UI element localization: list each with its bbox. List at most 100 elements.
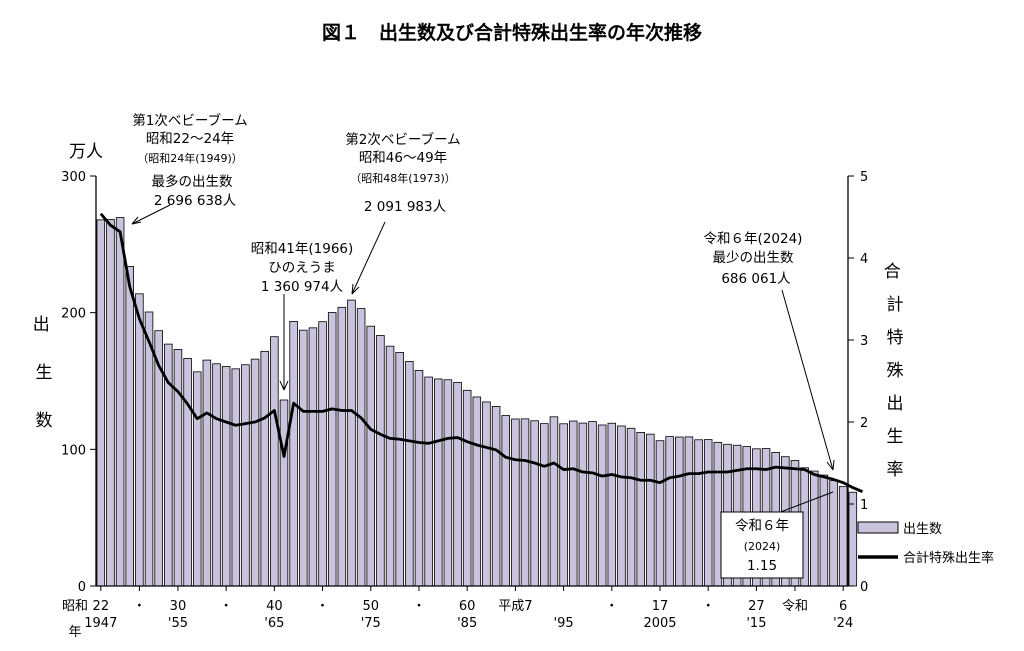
chart-title: 図１ 出生数及び合計特殊出生率の年次推移	[322, 21, 702, 44]
bar-1975	[366, 325, 376, 587]
boom2-line4: 2 091 983人	[364, 199, 447, 215]
bar-2022	[819, 474, 829, 587]
r6birth-arrowhead	[826, 459, 835, 471]
x-tick-label-top: 40	[266, 599, 283, 614]
bar-1968	[299, 329, 308, 587]
bar-1956	[183, 358, 192, 587]
bar-2003	[636, 431, 645, 587]
r6tfr-line1: 令和６年	[735, 518, 789, 534]
bar-2000	[607, 422, 617, 587]
x-tick-label-top: ・	[220, 599, 233, 614]
boom2-line3: （昭和48年(1973)）	[350, 171, 456, 185]
bar-2002	[626, 427, 636, 587]
legend-label-births: 出生数	[903, 522, 942, 537]
hinoe-line3: 1 360 974人	[261, 279, 344, 295]
bar-1991	[520, 418, 530, 587]
bar-1951	[135, 293, 144, 587]
bar-1992	[530, 420, 539, 587]
bar-1984	[453, 381, 462, 587]
annotation-r6birth: 令和６年(2024) 最少の出生数 686 061人	[704, 231, 803, 287]
boom1-arrow	[131, 204, 171, 225]
bar-1969	[308, 327, 318, 587]
left-tick-label: 0	[78, 580, 86, 595]
bar-1985	[462, 389, 472, 587]
x-tick-label-top: 平成7	[498, 599, 532, 614]
r6tfr-box	[720, 511, 804, 579]
bar-2009	[694, 439, 703, 587]
bar-1960	[221, 366, 231, 587]
x-tick-label-top: 6	[839, 599, 847, 614]
bar-1996	[568, 420, 578, 587]
x-tick-label-top: ・	[412, 599, 425, 614]
left-tick-label: 200	[61, 307, 86, 322]
bar-1967	[289, 321, 298, 587]
bar-1959	[212, 363, 221, 587]
bar-1988	[491, 406, 501, 587]
hinoe-line2: ひのえうま	[268, 260, 336, 276]
left-tick-label: 100	[61, 443, 86, 458]
bar-2010	[703, 439, 713, 587]
boom1-line5: 2 696 638人	[154, 193, 237, 209]
boom1-line2: 昭和22～24年	[146, 131, 234, 147]
boom2-line1: 第2次ベビーブーム	[345, 131, 460, 148]
x-tick-label-top: ・	[605, 599, 618, 614]
bar-1971	[327, 312, 337, 587]
bar-1994	[549, 416, 559, 587]
bar-1949	[115, 217, 125, 587]
bar-1998	[588, 421, 597, 587]
boom1-line4: 最多の出生数	[152, 173, 233, 190]
bar-1947	[96, 219, 106, 587]
x-tick-label-bottom: 2005	[643, 616, 676, 631]
x-tick-label-bottom: '65	[264, 616, 284, 631]
bar-1999	[597, 424, 607, 587]
bar-1962	[241, 364, 250, 587]
bar-2008	[684, 436, 694, 587]
bar-1966	[279, 399, 289, 587]
bar-1980	[414, 370, 424, 587]
bar-1957	[192, 371, 202, 587]
bar-2005	[655, 440, 665, 587]
bar-2024	[838, 486, 848, 587]
annotation-hinoe: 昭和41年(1966) ひのえうま 1 360 974人	[251, 241, 354, 295]
r6tfr-arrow	[777, 491, 834, 514]
bar-1993	[540, 423, 549, 587]
bar-1961	[231, 368, 241, 587]
right-tick-label: 3	[860, 334, 868, 349]
bar-1982	[433, 378, 443, 587]
x-tick-label-bottom: '55	[168, 616, 188, 631]
x-era-label-top: 昭和	[62, 599, 88, 614]
right-tick-label: 0	[860, 580, 868, 595]
annotation-r6tfr: 令和６年 (2024) 1.15	[720, 511, 804, 579]
left-axis: 万人 出 生数 0 100 200 300	[33, 142, 103, 595]
r6birth-line3: 686 061人	[721, 271, 791, 287]
left-ticks: 0 100 200 300	[61, 170, 96, 595]
bar-1972	[337, 306, 347, 587]
right-axis-label: 合 計特殊出生率	[884, 262, 906, 480]
bar-1987	[482, 401, 491, 587]
bar-2006	[665, 436, 674, 587]
boom2-arrowhead	[351, 283, 360, 295]
legend-swatch-births	[857, 521, 899, 534]
x-tick-label-bottom: '75	[361, 616, 381, 631]
bar-1983	[443, 379, 453, 587]
x-tick-label-top: ・	[133, 599, 146, 614]
x-tick-label-bottom: '15	[746, 616, 766, 631]
bar-1990	[511, 418, 520, 587]
bar-2025	[848, 491, 858, 587]
bar-1955	[173, 349, 183, 587]
x-tick-label-top: 50	[362, 599, 379, 614]
bars-layer	[96, 212, 864, 587]
bar-1958	[202, 359, 212, 587]
left-tick-label: 300	[61, 170, 86, 185]
bar-1995	[559, 423, 568, 587]
bar-1986	[472, 396, 482, 587]
x-tick-label-bottom: '24	[833, 616, 853, 631]
boom1-arrowhead	[131, 216, 142, 225]
r6birth-line1: 令和６年(2024)	[704, 231, 803, 247]
hinoe-line1: 昭和41年(1966)	[251, 241, 354, 257]
x-tick-label-top: 27	[748, 599, 765, 614]
left-axis-unit: 万人	[69, 142, 103, 162]
bar-1989	[501, 415, 511, 587]
annotation-boom2: 第2次ベビーブーム 昭和46～49年 （昭和48年(1973)） 2 091 9…	[345, 131, 460, 215]
bar-2007	[675, 436, 684, 587]
